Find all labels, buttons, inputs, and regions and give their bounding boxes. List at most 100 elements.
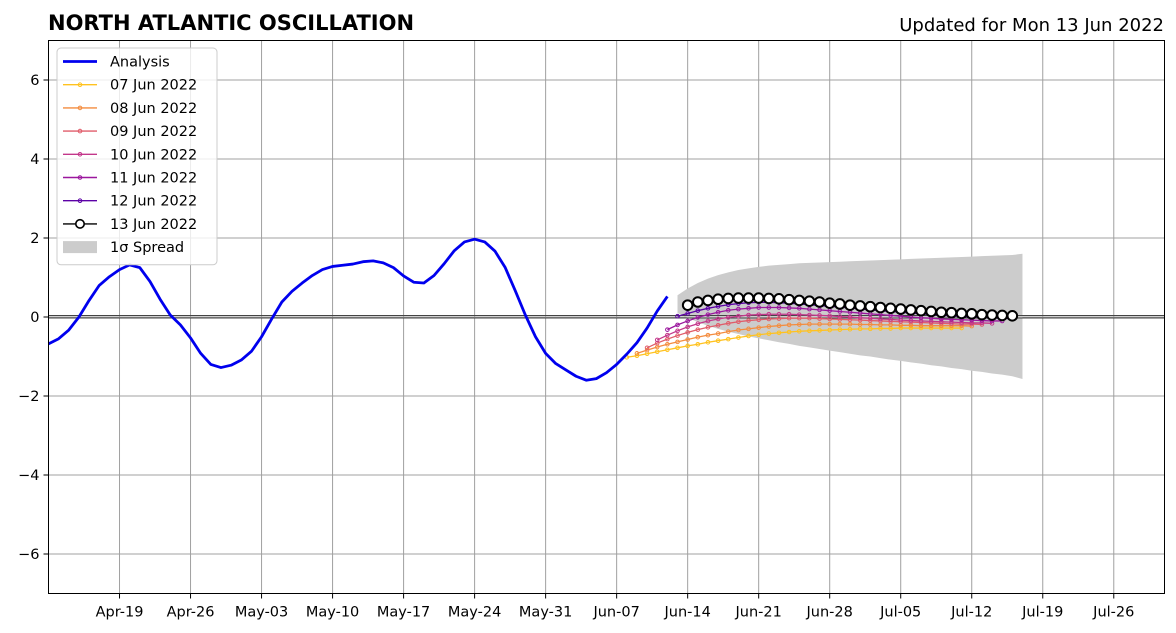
- forecast-point: [874, 301, 887, 314]
- forecast-point: [878, 316, 883, 322]
- forecast-point: [817, 307, 822, 313]
- forecast-point: [725, 307, 731, 313]
- forecast-point: [715, 309, 721, 315]
- legend-marker: [75, 218, 86, 229]
- forecast-series: [681, 292, 1019, 322]
- y-tick-label: 4: [30, 152, 39, 168]
- legend-swatch: [63, 241, 97, 254]
- forecast-line: [667, 306, 1003, 331]
- forecast-point: [705, 339, 711, 345]
- forecast-point: [736, 313, 741, 319]
- forecast-point: [969, 320, 975, 326]
- analysis-line: [47, 237, 669, 382]
- analysis-layer: [47, 237, 669, 382]
- forecast-point: [935, 306, 948, 319]
- forecast-point: [746, 306, 751, 311]
- forecast-point: [695, 327, 701, 332]
- legend-label: 11 Jun 2022: [110, 171, 197, 187]
- forecast-point: [796, 312, 802, 317]
- legend-marker: [77, 82, 83, 87]
- forecast-point: [746, 333, 751, 339]
- forecast-point: [898, 325, 904, 331]
- forecast-point: [908, 325, 914, 331]
- legend-entry: 10 Jun 2022: [63, 147, 197, 163]
- forecast-point: [685, 324, 690, 330]
- forecast-point: [864, 300, 877, 313]
- forecast-point: [725, 336, 731, 342]
- forecast-point: [634, 351, 640, 356]
- forecast-point: [665, 327, 670, 332]
- x-tick-label: Jun-28: [806, 605, 853, 621]
- x-tick-label: May-24: [448, 605, 501, 621]
- forecast-series: [634, 321, 975, 356]
- forecast-point: [965, 308, 978, 320]
- forecast-point: [732, 292, 745, 304]
- x-tick-label: Jun-14: [663, 605, 710, 621]
- forecast-point: [847, 326, 853, 332]
- legend-label: Analysis: [110, 55, 170, 71]
- forecast-point: [905, 304, 917, 316]
- forecast-point: [654, 337, 660, 343]
- forecast-point: [986, 309, 998, 321]
- forecast-point: [756, 317, 761, 323]
- forecast-point: [857, 315, 863, 321]
- forecast-point: [949, 319, 954, 325]
- forecast-point: [695, 341, 701, 347]
- forecast-point: [847, 314, 853, 320]
- forecast-point: [786, 322, 792, 328]
- forecast-point: [736, 319, 741, 325]
- y-tick-label: 0: [30, 310, 39, 326]
- forecast-point: [786, 329, 792, 335]
- forecast-point: [685, 343, 690, 349]
- forecast-point: [675, 313, 680, 319]
- forecast-point: [766, 331, 772, 336]
- forecast-point: [736, 327, 741, 333]
- forecast-point: [715, 316, 721, 322]
- forecast-line: [626, 327, 962, 358]
- y-tick-label: −2: [18, 389, 39, 405]
- y-axis: −6 −4 −2 0 2 4 6: [18, 73, 49, 563]
- forecast-point: [813, 296, 826, 308]
- forecast-point: [685, 330, 690, 335]
- forecast-point: [807, 328, 812, 334]
- forecast-point: [783, 293, 795, 306]
- legend: Analysis 07 Jun 2022 08 Jun 2022 09 Jun 202…: [56, 47, 218, 266]
- x-axis: Apr-19 Apr-26 May-03 May-10 May-17 May-24 May-…: [96, 593, 1134, 621]
- forecast-point: [939, 319, 944, 325]
- forecast-point: [817, 313, 822, 318]
- forecast-point: [705, 332, 711, 338]
- forecast-point: [695, 334, 701, 340]
- forecast-point: [834, 298, 846, 310]
- forecast-point: [817, 328, 822, 333]
- x-tick-label: Jul-26: [1092, 605, 1134, 621]
- x-tick-label: Apr-26: [167, 605, 215, 621]
- forecast-point: [867, 326, 873, 332]
- legend-entry: 09 Jun 2022: [63, 124, 197, 140]
- forecast-point: [817, 321, 822, 327]
- forecast-series: [644, 315, 985, 351]
- forecast-point: [746, 326, 751, 332]
- forecast-point: [857, 322, 863, 327]
- legend-entry: Analysis: [63, 55, 170, 71]
- x-tick-label: Apr-19: [96, 605, 144, 621]
- x-tick-label: May-17: [377, 605, 430, 621]
- legend-label: 09 Jun 2022: [110, 124, 197, 140]
- forecast-point: [746, 318, 751, 323]
- forecast-point: [654, 349, 660, 355]
- forecast-point: [736, 306, 741, 312]
- forecast-point: [665, 341, 670, 347]
- legend-label: 07 Jun 2022: [110, 78, 197, 94]
- forecast-point: [756, 312, 761, 317]
- forecast-point: [692, 296, 704, 308]
- forecast-point: [776, 305, 782, 310]
- forecast-point: [854, 300, 866, 312]
- x-tick-label: Jul-19: [1021, 605, 1063, 621]
- forecast-point: [675, 322, 680, 328]
- forecast-point: [796, 322, 802, 327]
- legend-marker: [77, 152, 83, 157]
- forecast-point: [705, 324, 711, 330]
- legend-entry: 1σ Spread: [63, 240, 184, 256]
- forecast-point: [675, 333, 680, 338]
- forecast-point: [752, 292, 765, 304]
- forecast-point: [807, 306, 812, 312]
